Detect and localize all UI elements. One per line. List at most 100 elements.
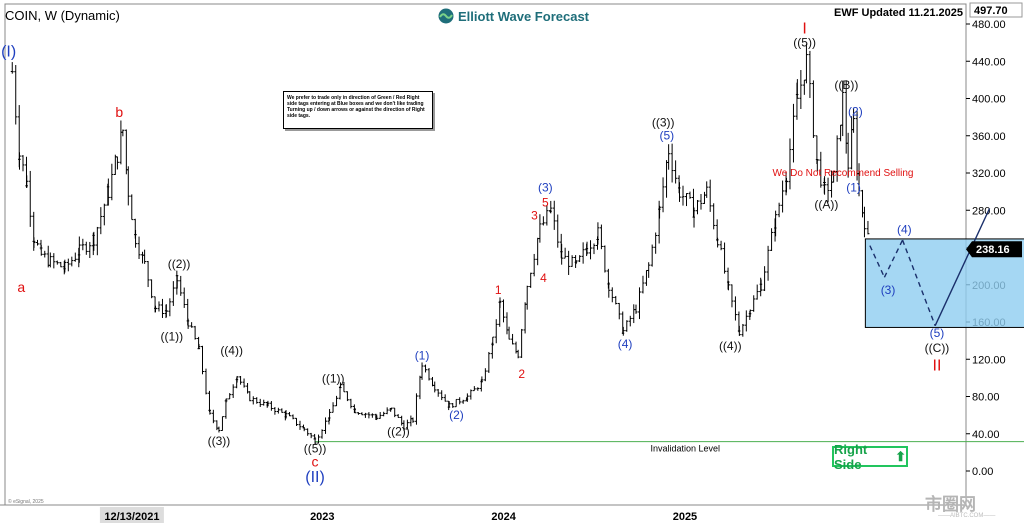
price-bar bbox=[224, 398, 228, 403]
site-watermark: 市圈网 bbox=[925, 495, 976, 514]
price-bar bbox=[48, 252, 52, 268]
price-bar bbox=[443, 394, 447, 402]
price-bar bbox=[436, 389, 440, 397]
price-bar bbox=[511, 333, 515, 345]
right-side-tag: Right Side ⬆ bbox=[832, 442, 908, 472]
price-bar bbox=[276, 407, 280, 414]
price-bar bbox=[317, 434, 321, 444]
price-bar bbox=[242, 378, 246, 388]
price-bar bbox=[625, 320, 629, 332]
price-bar bbox=[832, 171, 836, 183]
price-bar bbox=[110, 163, 114, 201]
price-bar bbox=[692, 207, 696, 228]
wave-label: 5 bbox=[542, 196, 549, 210]
price-bar bbox=[647, 262, 651, 278]
price-bar bbox=[440, 390, 444, 401]
price-bar bbox=[63, 259, 67, 273]
price-bar bbox=[578, 255, 582, 263]
price-bar bbox=[748, 309, 752, 317]
price-bar bbox=[465, 393, 469, 402]
y-tick-label: 40.00 bbox=[972, 429, 1000, 441]
price-bar bbox=[614, 295, 618, 305]
wave-label: (2) bbox=[848, 104, 863, 118]
price-bar bbox=[741, 323, 745, 337]
price-bar bbox=[193, 325, 197, 340]
wave-label: (II) bbox=[305, 469, 325, 486]
price-bar bbox=[217, 426, 221, 433]
projection-path bbox=[901, 239, 936, 326]
price-bar bbox=[39, 244, 43, 256]
price-bar bbox=[454, 398, 458, 408]
price-bar bbox=[251, 396, 255, 405]
price-bar bbox=[262, 399, 266, 406]
price-bar bbox=[678, 182, 682, 202]
y-tick-label: 120.00 bbox=[972, 354, 1006, 366]
price-bar bbox=[197, 343, 201, 350]
price-bar bbox=[819, 151, 823, 188]
price-bar bbox=[841, 80, 845, 137]
wave-label: ((4)) bbox=[719, 339, 742, 353]
price-bar bbox=[182, 287, 186, 308]
price-bar bbox=[106, 178, 110, 206]
wave-label: II bbox=[933, 357, 942, 374]
price-bar bbox=[157, 301, 161, 312]
price-bar bbox=[726, 281, 730, 291]
y-tick-label: 440.00 bbox=[972, 56, 1006, 68]
price-bar bbox=[126, 166, 130, 206]
price-bar bbox=[35, 239, 39, 246]
price-bar bbox=[846, 132, 850, 178]
right-side-label: Right Side bbox=[834, 441, 868, 472]
price-bar bbox=[258, 398, 262, 407]
price-bar bbox=[774, 210, 778, 237]
price-bar bbox=[190, 322, 194, 328]
price-bar bbox=[99, 207, 103, 235]
wave-label: a bbox=[17, 279, 25, 295]
price-bar bbox=[759, 279, 763, 292]
price-bar bbox=[378, 412, 382, 419]
price-bar bbox=[461, 399, 465, 404]
price-bar bbox=[414, 393, 418, 425]
price-bar bbox=[10, 62, 14, 74]
price-bar bbox=[389, 407, 393, 411]
price-bar bbox=[338, 382, 342, 389]
wave-label: (5) bbox=[930, 326, 945, 340]
price-bar bbox=[370, 413, 374, 418]
price-bar bbox=[302, 427, 306, 432]
price-bar bbox=[487, 351, 491, 373]
price-bar bbox=[670, 143, 674, 183]
price-bar bbox=[273, 406, 277, 415]
price-bar bbox=[32, 237, 36, 248]
trading-note: We prefer to trade only in direction of … bbox=[283, 91, 433, 129]
price-bar bbox=[857, 163, 861, 197]
price-bar bbox=[804, 43, 808, 84]
price-bar bbox=[168, 298, 172, 317]
price-bar bbox=[382, 411, 386, 417]
top-price-label: 497.70 bbox=[974, 5, 1008, 17]
price-bar bbox=[719, 240, 723, 251]
wave-label: ((B)) bbox=[834, 78, 858, 92]
price-bar bbox=[567, 250, 571, 275]
price-bar bbox=[480, 376, 484, 383]
price-bar bbox=[433, 381, 437, 393]
price-bar bbox=[55, 260, 59, 265]
arrow-up-icon: ⬆ bbox=[895, 448, 906, 464]
price-bar bbox=[661, 177, 665, 213]
price-bar bbox=[752, 295, 756, 312]
price-bar bbox=[491, 336, 495, 346]
price-bar bbox=[402, 420, 406, 431]
price-bar bbox=[353, 408, 357, 414]
update-stamp: EWF Updated 11.21.2025 bbox=[834, 7, 963, 19]
price-bar bbox=[835, 135, 839, 182]
price-bar bbox=[799, 70, 803, 109]
price-bar bbox=[763, 266, 767, 292]
price-bar bbox=[538, 214, 542, 243]
price-bar bbox=[610, 287, 614, 303]
price-bar bbox=[160, 298, 164, 318]
price-bar bbox=[815, 159, 819, 172]
price-bar bbox=[681, 185, 685, 206]
price-bar bbox=[808, 50, 812, 98]
price-bar bbox=[733, 296, 737, 321]
price-bar bbox=[770, 228, 774, 251]
price-bar bbox=[607, 282, 611, 298]
site-watermark-sub: ——AIBTC.COM—— bbox=[938, 513, 996, 519]
